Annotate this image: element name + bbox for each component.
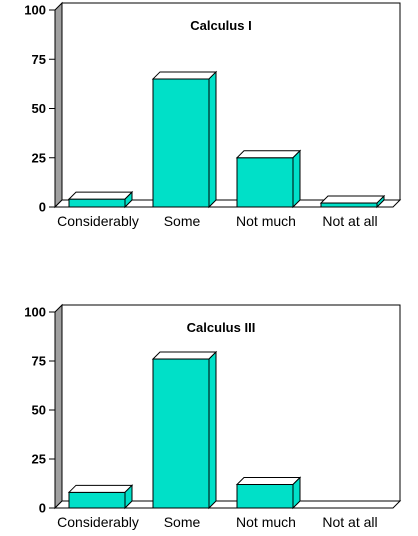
bar-some-top [151,351,218,360]
bar-considerably [67,484,134,510]
bar-considerably-front [68,198,126,208]
y-tick-label: 0 [39,501,46,516]
bar-not-much-side [292,149,301,209]
bar-considerably [67,190,134,209]
category-label: Not much [236,213,296,229]
bar-not-much [235,476,302,510]
y-tick-label: 100 [24,3,46,18]
chart-calculus-i: 0 25 50 75 100 Calculus I Considerably Some Not … [24,1,402,229]
bar-not-at-all-top [319,195,386,204]
category-label: Not at all [322,213,377,229]
chart-calculus-iii: 0 25 50 75 100 Calculus III Considerably Some No… [24,303,402,530]
y-tick-label: 50 [32,101,46,116]
bar-not-much-front [236,157,294,208]
y-tick-label: 75 [32,354,46,369]
category-label: Some [164,514,201,530]
back-wall [61,2,401,201]
bar-not-much-side [292,476,301,510]
bar-considerably-top [67,191,134,200]
bar-some [151,70,218,209]
bar-not-much-top [235,150,302,159]
bar-considerably-top [67,484,134,493]
category-label: Some [164,213,201,229]
chart-title: Calculus III [187,320,256,335]
bar-not-much [235,149,302,209]
bar-not-at-all [319,194,386,209]
y-tick-label: 25 [32,150,46,165]
bar-some-top [151,71,218,80]
back-wall [61,304,401,502]
y-tick-label: 50 [32,403,46,418]
y-tick-label: 0 [39,200,46,215]
chart-title: Calculus I [190,18,251,33]
bar-some-front [152,358,210,509]
bar-some-side [208,350,217,510]
side-wall [54,1,63,209]
bar-not-much-front [236,483,294,509]
bar-not-much-top [235,476,302,485]
bar-not-at-all-side [376,194,385,209]
y-tick-label: 25 [32,452,46,467]
category-label: Not at all [322,514,377,530]
bar-some [151,350,218,510]
bar-not-at-all-front [320,202,378,208]
bar-considerably-side [124,484,133,510]
bar-some-side [208,70,217,209]
category-label: Considerably [57,514,139,530]
y-tick-label: 75 [32,52,46,67]
bar-considerably-front [68,491,126,509]
category-label: Considerably [57,213,139,229]
side-wall [54,303,63,510]
category-label: Not much [236,514,296,530]
bar-some-front [152,78,210,208]
y-tick-label: 100 [24,305,46,320]
bar-considerably-side [124,190,133,209]
